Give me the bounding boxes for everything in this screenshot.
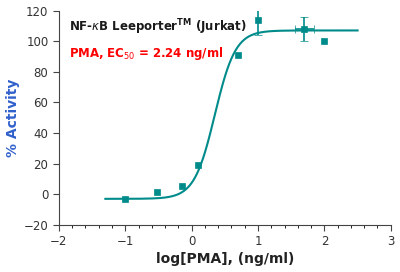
Y-axis label: % Activity: % Activity xyxy=(6,79,20,157)
Text: PMA, EC$_{50}$ = 2.24 ng/ml: PMA, EC$_{50}$ = 2.24 ng/ml xyxy=(69,45,223,62)
X-axis label: log[PMA], (ng/ml): log[PMA], (ng/ml) xyxy=(156,252,294,267)
Text: NF-$\kappa$B Leeporter$^{\mathregular{TM}}$ (Jurkat): NF-$\kappa$B Leeporter$^{\mathregular{TM… xyxy=(69,17,247,37)
